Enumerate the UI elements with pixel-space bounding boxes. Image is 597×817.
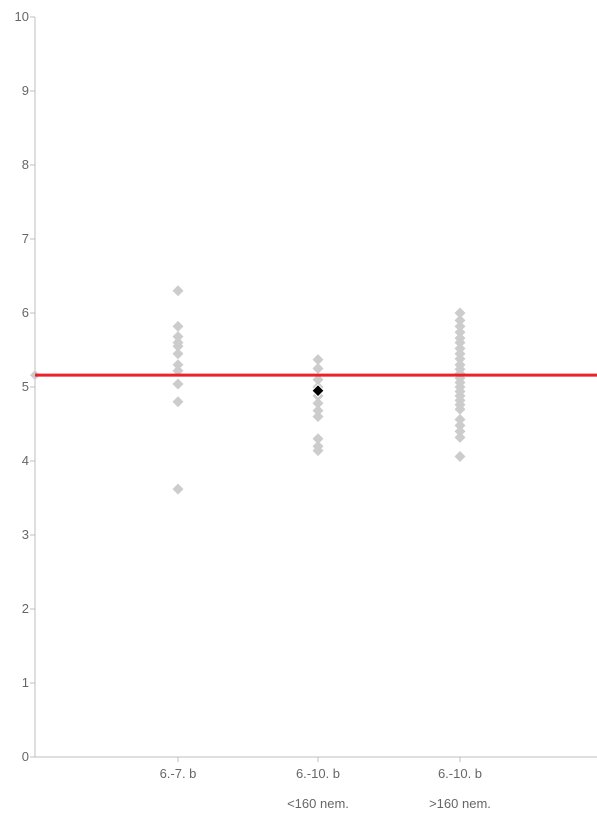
data-point [312,405,324,417]
reference-line-group [30,370,597,381]
data-point [172,359,184,371]
category-label-line2: >160 nem. [429,796,491,811]
data-point [454,425,466,437]
y-tick-label: 6 [22,305,29,320]
y-tick-label: 10 [15,9,29,24]
x-axis: 6.-7. b 6.-10. b <160 nem. 6.-10. b >160 nem… [35,756,597,811]
data-point [172,365,184,377]
data-point [172,320,184,332]
data-point [312,433,324,445]
category-label-line2: <160 nem. [287,796,349,811]
data-point [454,403,466,415]
data-point [312,397,324,409]
data-point [454,419,466,431]
data-point [312,354,324,366]
data-point [454,326,466,338]
data-point [454,414,466,426]
data-points [172,285,466,495]
data-point [454,307,466,319]
data-point [172,378,184,390]
category-label-line1: 6.-7. b [160,766,197,781]
y-tick-label: 1 [22,675,29,690]
y-tick-label: 7 [22,231,29,246]
category-label-line1: 6.-10. b [296,766,340,781]
y-tick-label: 0 [22,749,29,764]
data-point [172,396,184,408]
y-tick-label: 9 [22,83,29,98]
y-tick-label: 8 [22,157,29,172]
highlight-group [311,383,325,398]
data-point [312,363,324,374]
data-point [172,331,184,343]
data-point [172,340,184,352]
data-point [312,445,324,457]
highlighted-data-point [311,383,325,398]
data-point [172,348,184,360]
y-tick-label: 4 [22,453,29,468]
data-point [312,411,324,423]
data-point [454,451,466,463]
data-point [172,483,184,495]
y-tick-label: 3 [22,527,29,542]
data-point [172,285,184,297]
data-point [454,431,466,443]
y-tick-label: 2 [22,601,29,616]
data-point [454,320,466,332]
data-point [454,314,466,326]
category-label-line1: 6.-10. b [438,766,482,781]
data-point [454,337,466,349]
data-point [312,374,324,386]
y-tick-label: 5 [22,379,29,394]
y-axis: 0 1 2 3 4 5 6 7 8 9 10 [15,9,36,764]
data-point [454,353,466,365]
